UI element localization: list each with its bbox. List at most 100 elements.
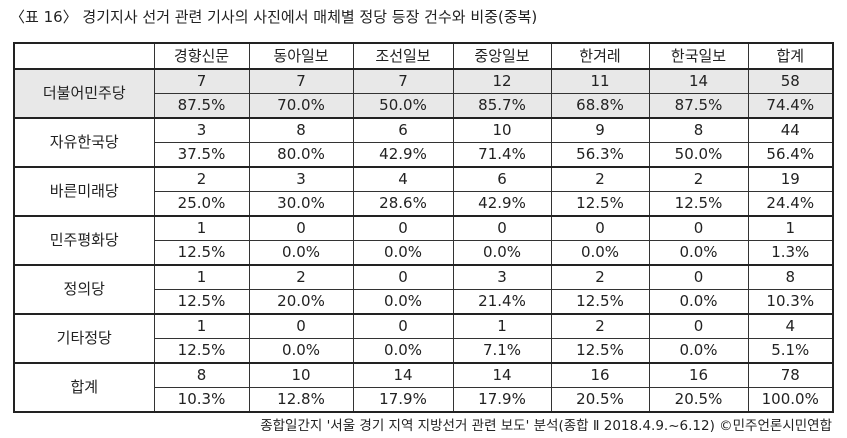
- count-row: 합계 8 10 14 14 16 16 78: [13, 362, 834, 413]
- percent-cell: 56.4%: [747, 142, 834, 168]
- percent-cell: 30.0%: [248, 191, 354, 217]
- percent-cell: 71.4%: [452, 142, 552, 168]
- row-label: 민주평화당: [13, 215, 155, 266]
- percent-cell: 74.4%: [747, 93, 834, 119]
- count-cell: 14: [648, 68, 749, 94]
- count-cell: 19: [747, 166, 834, 192]
- row-label: 자유한국당: [13, 117, 155, 168]
- percent-cell: 87.5%: [648, 93, 749, 119]
- count-cell: 8: [747, 264, 834, 290]
- percent-cell: 21.4%: [452, 289, 552, 315]
- count-cell: 7: [153, 68, 250, 94]
- percent-cell: 20.0%: [248, 289, 354, 315]
- column-header: 한국일보: [648, 42, 749, 70]
- count-cell: 2: [550, 313, 650, 339]
- count-cell: 0: [352, 215, 454, 241]
- percent-cell: 12.5%: [153, 240, 250, 266]
- percent-cell: 10.3%: [747, 289, 834, 315]
- count-cell: 7: [352, 68, 454, 94]
- percent-row: 25.0% 30.0% 28.6% 42.9% 12.5% 12.5% 24.4%: [14, 191, 834, 217]
- count-cell: 7: [248, 68, 354, 94]
- count-cell: 0: [648, 215, 749, 241]
- count-cell: 8: [153, 362, 250, 388]
- percent-cell: 12.5%: [153, 289, 250, 315]
- count-cell: 0: [248, 313, 354, 339]
- percent-cell: 1.3%: [747, 240, 834, 266]
- count-cell: 12: [452, 68, 552, 94]
- count-cell: 11: [550, 68, 650, 94]
- row-label: 기타정당: [13, 313, 155, 364]
- count-cell: 0: [352, 264, 454, 290]
- column-header: 한겨레: [550, 42, 650, 70]
- percent-cell: 87.5%: [153, 93, 250, 119]
- percent-cell: 56.3%: [550, 142, 650, 168]
- percent-cell: 0.0%: [248, 338, 354, 364]
- percent-cell: 68.8%: [550, 93, 650, 119]
- column-header: 동아일보: [248, 42, 354, 70]
- percent-cell: 28.6%: [352, 191, 454, 217]
- percent-cell: 12.5%: [550, 338, 650, 364]
- count-row: 자유한국당 3 8 6 10 9 8 44: [13, 117, 834, 168]
- percent-cell: 50.0%: [648, 142, 749, 168]
- percent-cell: 17.9%: [352, 387, 454, 413]
- percent-cell: 24.4%: [747, 191, 834, 217]
- count-cell: 1: [153, 215, 250, 241]
- percent-cell: 0.0%: [648, 338, 749, 364]
- count-cell: 0: [452, 215, 552, 241]
- count-cell: 78: [747, 362, 834, 388]
- count-cell: 0: [648, 313, 749, 339]
- table-title: 〈표 16〉 경기지사 선거 관련 기사의 사진에서 매체별 정당 등장 건수와…: [10, 8, 538, 26]
- header-row: 경향신문 동아일보 조선일보 중앙일보 한겨레 한국일보 합계: [13, 42, 834, 70]
- percent-cell: 0.0%: [648, 240, 749, 266]
- percent-cell: 12.5%: [153, 338, 250, 364]
- count-cell: 4: [747, 313, 834, 339]
- column-header: 합계: [747, 42, 834, 70]
- percent-cell: 50.0%: [352, 93, 454, 119]
- count-cell: 16: [550, 362, 650, 388]
- column-header: 조선일보: [352, 42, 454, 70]
- count-cell: 1: [153, 264, 250, 290]
- percent-cell: 0.0%: [352, 338, 454, 364]
- percent-cell: 12.8%: [248, 387, 354, 413]
- percent-row: 37.5% 80.0% 42.9% 71.4% 56.3% 50.0% 56.4%: [14, 142, 834, 168]
- percent-cell: 25.0%: [153, 191, 250, 217]
- percent-cell: 0.0%: [648, 289, 749, 315]
- count-cell: 2: [248, 264, 354, 290]
- count-cell: 2: [550, 264, 650, 290]
- count-cell: 58: [747, 68, 834, 94]
- count-cell: 10: [248, 362, 354, 388]
- percent-cell: 0.0%: [352, 240, 454, 266]
- count-cell: 2: [550, 166, 650, 192]
- percent-cell: 0.0%: [352, 289, 454, 315]
- column-header: 경향신문: [153, 42, 250, 70]
- count-cell: 6: [352, 117, 454, 143]
- percent-cell: 42.9%: [452, 191, 552, 217]
- percent-cell: 85.7%: [452, 93, 552, 119]
- percent-cell: 12.5%: [550, 289, 650, 315]
- percent-cell: 80.0%: [248, 142, 354, 168]
- count-cell: 0: [648, 264, 749, 290]
- data-table: 경향신문 동아일보 조선일보 중앙일보 한겨레 한국일보 합계 더불어민주당 7 7 7 12 11 1…: [13, 42, 834, 413]
- percent-row: 12.5% 20.0% 0.0% 21.4% 12.5% 0.0% 10.3%: [14, 289, 834, 315]
- count-cell: 1: [452, 313, 552, 339]
- percent-row: 10.3% 12.8% 17.9% 17.9% 20.5% 20.5% 100.0%: [14, 387, 834, 413]
- count-cell: 14: [352, 362, 454, 388]
- count-cell: 8: [248, 117, 354, 143]
- percent-cell: 7.1%: [452, 338, 552, 364]
- count-row: 기타정당 1 0 0 1 2 0 4: [13, 313, 834, 364]
- percent-cell: 17.9%: [452, 387, 552, 413]
- count-cell: 8: [648, 117, 749, 143]
- count-row: 더불어민주당 7 7 7 12 11 14 58: [13, 68, 834, 119]
- percent-row: 12.5% 0.0% 0.0% 7.1% 12.5% 0.0% 5.1%: [14, 338, 834, 364]
- percent-cell: 0.0%: [452, 240, 552, 266]
- count-cell: 1: [153, 313, 250, 339]
- count-cell: 0: [248, 215, 354, 241]
- column-header: 중앙일보: [452, 42, 552, 70]
- percent-cell: 20.5%: [550, 387, 650, 413]
- count-cell: 1: [747, 215, 834, 241]
- count-cell: 3: [248, 166, 354, 192]
- count-cell: 16: [648, 362, 749, 388]
- row-label: 정의당: [13, 264, 155, 315]
- count-cell: 2: [153, 166, 250, 192]
